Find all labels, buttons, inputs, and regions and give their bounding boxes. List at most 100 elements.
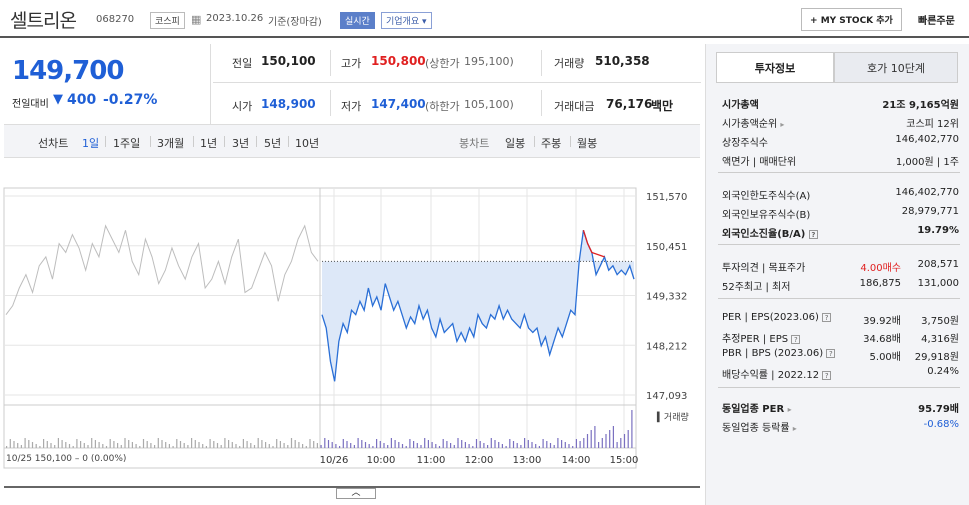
volume-bar xyxy=(242,439,244,448)
tab-investment-info[interactable]: 투자정보 xyxy=(716,52,834,83)
stock-name: 셀트리온 xyxy=(10,10,77,32)
volume-bar xyxy=(198,442,200,448)
volume-bar xyxy=(239,446,241,448)
volume-bar xyxy=(631,410,633,448)
tab-10y[interactable]: 10년 xyxy=(295,137,320,150)
realtime-button[interactable]: 실시간 xyxy=(340,12,375,29)
volume-bar xyxy=(165,442,167,448)
tab-5y[interactable]: 5년 xyxy=(264,137,282,150)
prev-close-value: 150,100 xyxy=(261,54,316,68)
volume-bar xyxy=(512,441,515,448)
quick-order-link[interactable]: 빠른주문 xyxy=(918,16,955,27)
tab-1d[interactable]: 1일 xyxy=(82,137,100,150)
industry-per-label[interactable]: 동일업종 PER ▸ xyxy=(722,404,792,415)
volume-bar xyxy=(102,444,104,448)
volume-bar xyxy=(28,440,30,448)
foreign-ratio-value: 19.79% xyxy=(917,225,959,236)
volume-bar xyxy=(24,438,26,448)
change-label: 전일대비 xyxy=(12,99,49,110)
bps-value: 29,918원 xyxy=(914,352,959,363)
open-label: 시가 xyxy=(232,100,253,113)
volume-bar xyxy=(139,446,141,448)
volume-bar xyxy=(335,444,337,448)
company-overview-button[interactable]: 기업개요 ▾ xyxy=(381,12,432,29)
tab-monthly-candle[interactable]: 월봉 xyxy=(577,137,598,150)
volume-bar xyxy=(17,443,19,448)
intraday-price-chart[interactable]: 151,570 150,451 149,332 148,212 147,093 10/2… xyxy=(0,158,700,505)
volume-bar xyxy=(598,442,600,448)
help-icon: ? xyxy=(808,229,818,239)
volume-bar xyxy=(213,441,215,448)
x-tick-label: 15:00 xyxy=(610,455,639,466)
my-stock-add-button[interactable]: + MY STOCK 추가 xyxy=(801,8,902,31)
par-value-value: 1,000원 | 1주 xyxy=(895,157,959,168)
volume-bar xyxy=(20,445,22,448)
volume-bar xyxy=(65,442,67,448)
y-tick-label: 150,451 xyxy=(646,242,687,253)
per-eps-label: PER | EPS(2023.06) ? xyxy=(722,312,832,323)
volume-bar xyxy=(350,443,352,448)
volume-bar xyxy=(168,444,170,448)
tab-1y[interactable]: 1년 xyxy=(200,137,218,150)
tab-weekly-candle[interactable]: 주봉 xyxy=(541,137,562,150)
52w-range-label: 52주최고 | 최저 xyxy=(722,282,791,293)
volume-bar xyxy=(235,444,237,448)
volume-bar xyxy=(276,439,278,448)
volume-bar xyxy=(261,440,263,448)
candle-chart-label: 봉차트 xyxy=(459,137,490,150)
volume-bar xyxy=(583,438,585,448)
volume-bar xyxy=(416,443,418,448)
industry-change-label[interactable]: 동일업종 등락률 ▸ xyxy=(722,423,797,434)
industry-change-value: -0.68% xyxy=(923,419,959,430)
x-tick-label: 10:00 xyxy=(367,455,396,466)
tab-daily-candle[interactable]: 일봉 xyxy=(505,137,526,150)
volume-bar xyxy=(124,438,126,448)
date-text: 2023.10.26 xyxy=(206,13,264,24)
volume-bar xyxy=(179,441,182,448)
tab-3m[interactable]: 3개월 xyxy=(157,137,185,150)
volume-bar xyxy=(9,439,11,448)
tab-orderbook[interactable]: 호가 10단계 xyxy=(834,52,958,83)
volume-bar xyxy=(623,434,626,448)
volume-bar xyxy=(135,444,137,448)
volume-bar xyxy=(305,446,307,448)
volume-bar xyxy=(109,439,111,448)
volume-bar xyxy=(498,442,500,448)
volume-bar xyxy=(98,442,100,448)
volume-bar xyxy=(364,442,367,448)
volume-bar xyxy=(579,441,581,448)
stock-code: 068270 xyxy=(96,14,135,25)
volume-bar xyxy=(468,444,470,448)
volume-bar xyxy=(494,440,496,448)
current-price: 149,700 xyxy=(12,56,124,86)
y-tick-label: 151,570 xyxy=(646,192,687,203)
volume-bar xyxy=(487,445,489,448)
volume-bar xyxy=(586,434,589,448)
amount-label: 거래대금 xyxy=(554,100,595,113)
tab-1w[interactable]: 1주일 xyxy=(113,137,141,150)
foreign-holding-value: 28,979,771 xyxy=(901,206,959,217)
volume-bar xyxy=(446,441,448,448)
calendar-icon: ▦ xyxy=(191,13,202,26)
today-series-line xyxy=(321,230,635,382)
market-cap-rank-label[interactable]: 시가총액순위 ▸ xyxy=(722,119,785,130)
volume-bar xyxy=(568,444,570,448)
per-value: 39.92배 xyxy=(863,316,901,327)
volume-bar xyxy=(6,446,8,448)
volume-bar xyxy=(490,438,492,448)
pbr-bps-label: PBR | BPS (2023.06) ? xyxy=(722,348,836,359)
volume-bar xyxy=(627,430,629,448)
volume-bar xyxy=(272,446,274,448)
52w-low-value: 131,000 xyxy=(917,278,959,289)
volume-bar xyxy=(527,440,529,448)
volume-bar xyxy=(157,438,159,448)
volume-bar xyxy=(72,446,74,448)
market-cap-value: 21조 9,165억원 xyxy=(882,100,959,111)
listed-shares-value: 146,402,770 xyxy=(895,134,959,145)
collapse-toggle-button[interactable]: ︿ xyxy=(336,488,376,499)
volume-bar xyxy=(542,439,544,448)
foreign-holding-label: 외국인보유주식수(B) xyxy=(722,210,811,221)
tab-3y[interactable]: 3년 xyxy=(232,137,250,150)
volume-bar xyxy=(594,426,596,448)
volume-bar xyxy=(290,438,293,448)
